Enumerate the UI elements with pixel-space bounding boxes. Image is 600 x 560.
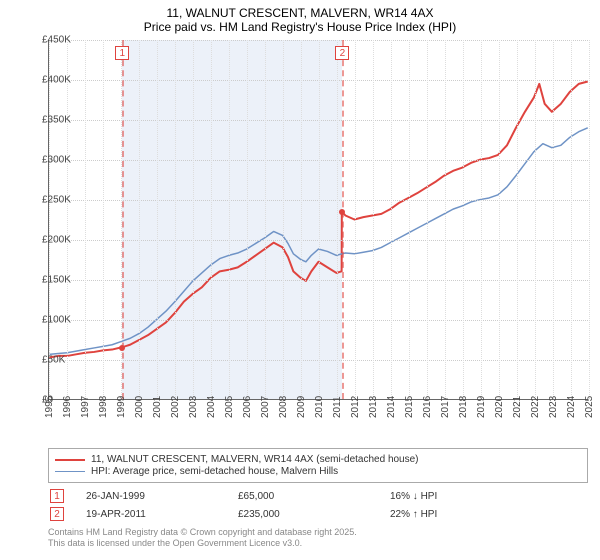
x-tick-label: 2018 xyxy=(458,396,469,418)
x-tick-label: 2003 xyxy=(188,396,199,418)
x-tick-label: 2008 xyxy=(278,396,289,418)
sales-row-price: £65,000 xyxy=(238,491,368,502)
sales-row: 2 19-APR-2011 £235,000 22% ↑ HPI xyxy=(48,507,588,521)
x-gridline xyxy=(337,40,338,399)
x-tick-label: 2005 xyxy=(224,396,235,418)
x-gridline xyxy=(427,40,428,399)
x-tick-label: 2017 xyxy=(440,396,451,418)
x-gridline xyxy=(409,40,410,399)
sales-row-delta: 16% ↓ HPI xyxy=(390,491,520,502)
legend-and-footer: 11, WALNUT CRESCENT, MALVERN, WR14 4AX (… xyxy=(48,448,588,550)
x-tick-label: 1995 xyxy=(44,396,55,418)
title-line-2: Price paid vs. HM Land Registry's House … xyxy=(0,20,600,34)
x-gridline xyxy=(49,40,50,399)
x-tick-label: 1999 xyxy=(116,396,127,418)
x-gridline xyxy=(157,40,158,399)
sales-table: 1 26-JAN-1999 £65,000 16% ↓ HPI 2 19-APR-2011… xyxy=(48,489,588,521)
x-tick-label: 1996 xyxy=(62,396,73,418)
sale-dot xyxy=(119,345,125,351)
x-tick-label: 2002 xyxy=(170,396,181,418)
title-line-1: 11, WALNUT CRESCENT, MALVERN, WR14 4AX xyxy=(0,6,600,20)
x-tick-label: 2010 xyxy=(314,396,325,418)
chart-title-area: 11, WALNUT CRESCENT, MALVERN, WR14 4AX P… xyxy=(0,0,600,36)
sales-row-date: 19-APR-2011 xyxy=(86,509,216,520)
sales-row-marker: 2 xyxy=(50,507,64,521)
x-tick-label: 2022 xyxy=(530,396,541,418)
x-tick-label: 2011 xyxy=(332,396,343,418)
x-gridline xyxy=(463,40,464,399)
plot-area: 12 xyxy=(48,40,588,400)
sale-marker-box: 1 xyxy=(115,46,129,60)
x-gridline xyxy=(481,40,482,399)
x-tick-label: 2025 xyxy=(584,396,595,418)
x-tick-label: 2009 xyxy=(296,396,307,418)
sales-row-price: £235,000 xyxy=(238,509,368,520)
sale-marker-line xyxy=(342,40,344,399)
x-gridline xyxy=(589,40,590,399)
legend-row-hpi: HPI: Average price, semi-detached house,… xyxy=(55,466,581,477)
x-tick-label: 2020 xyxy=(494,396,505,418)
x-gridline xyxy=(391,40,392,399)
legend-swatch-property xyxy=(55,459,85,461)
x-gridline xyxy=(571,40,572,399)
x-gridline xyxy=(139,40,140,399)
x-gridline xyxy=(67,40,68,399)
x-tick-label: 2023 xyxy=(548,396,559,418)
x-tick-label: 2012 xyxy=(350,396,361,418)
x-gridline xyxy=(247,40,248,399)
x-gridline xyxy=(373,40,374,399)
x-gridline xyxy=(445,40,446,399)
sale-dot xyxy=(339,209,345,215)
x-gridline xyxy=(301,40,302,399)
x-gridline xyxy=(265,40,266,399)
footer-line-2: This data is licensed under the Open Gov… xyxy=(48,538,588,549)
sales-row-marker: 1 xyxy=(50,489,64,503)
footer-line-1: Contains HM Land Registry data © Crown c… xyxy=(48,527,588,538)
sales-row-date: 26-JAN-1999 xyxy=(86,491,216,502)
x-gridline xyxy=(355,40,356,399)
x-tick-label: 2015 xyxy=(404,396,415,418)
x-tick-label: 1997 xyxy=(80,396,91,418)
x-gridline xyxy=(535,40,536,399)
x-gridline xyxy=(175,40,176,399)
legend-label-hpi: HPI: Average price, semi-detached house,… xyxy=(91,466,338,477)
legend-label-property: 11, WALNUT CRESCENT, MALVERN, WR14 4AX (… xyxy=(91,454,419,465)
sale-marker-box: 2 xyxy=(335,46,349,60)
x-gridline xyxy=(283,40,284,399)
x-gridline xyxy=(103,40,104,399)
x-gridline xyxy=(85,40,86,399)
x-gridline xyxy=(499,40,500,399)
chart-plot-wrap: 12 £0£50K£100K£150K£200K£250K£300K£350K£… xyxy=(48,40,588,420)
legend-box: 11, WALNUT CRESCENT, MALVERN, WR14 4AX (… xyxy=(48,448,588,483)
footer-note: Contains HM Land Registry data © Crown c… xyxy=(48,527,588,550)
x-tick-label: 2024 xyxy=(566,396,577,418)
x-tick-label: 2021 xyxy=(512,396,523,418)
x-tick-label: 2000 xyxy=(134,396,145,418)
x-tick-label: 2001 xyxy=(152,396,163,418)
x-tick-label: 2004 xyxy=(206,396,217,418)
sales-row: 1 26-JAN-1999 £65,000 16% ↓ HPI xyxy=(48,489,588,503)
x-gridline xyxy=(229,40,230,399)
x-gridline xyxy=(517,40,518,399)
x-gridline xyxy=(211,40,212,399)
x-gridline xyxy=(553,40,554,399)
x-tick-label: 2016 xyxy=(422,396,433,418)
legend-swatch-hpi xyxy=(55,471,85,472)
x-gridline xyxy=(319,40,320,399)
x-tick-label: 2007 xyxy=(260,396,271,418)
sales-row-delta: 22% ↑ HPI xyxy=(390,509,520,520)
legend-row-property: 11, WALNUT CRESCENT, MALVERN, WR14 4AX (… xyxy=(55,454,581,465)
chart-container: 11, WALNUT CRESCENT, MALVERN, WR14 4AX P… xyxy=(0,0,600,560)
x-gridline xyxy=(193,40,194,399)
x-tick-label: 2006 xyxy=(242,396,253,418)
x-tick-label: 1998 xyxy=(98,396,109,418)
x-tick-label: 2019 xyxy=(476,396,487,418)
x-tick-label: 2014 xyxy=(386,396,397,418)
x-tick-label: 2013 xyxy=(368,396,379,418)
